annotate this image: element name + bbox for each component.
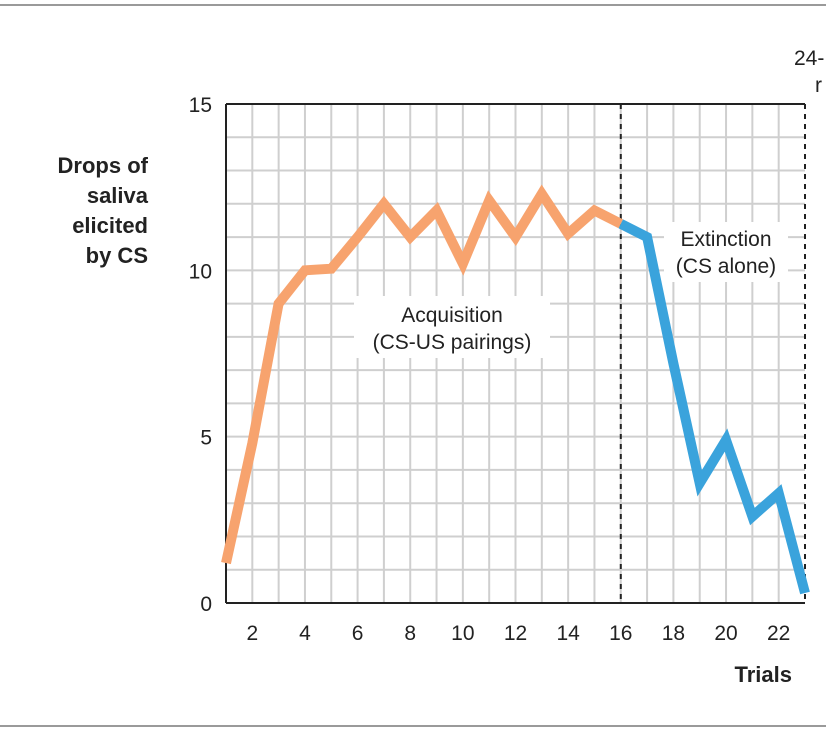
- y-tick-label: 15: [189, 94, 212, 117]
- x-tick-label: 16: [609, 622, 632, 645]
- x-tick-label: 6: [352, 622, 364, 645]
- top-right-label-bg: [790, 42, 826, 100]
- y-tick-label: 5: [200, 427, 212, 450]
- x-tick-label: 20: [714, 622, 737, 645]
- acquisition-label-bg: [354, 296, 550, 358]
- y-tick-labels: 0 5 10 15: [189, 94, 212, 616]
- y-axis-title-line-2: saliva: [87, 183, 149, 208]
- acquisition-sublabel: (CS-US pairings): [373, 331, 532, 354]
- extinction-label: Extinction: [680, 228, 771, 251]
- top-right-partial-annotation: 24- r: [794, 47, 824, 97]
- extinction-label-bg: [664, 222, 788, 282]
- top-right-partial-label: 24-: [794, 47, 824, 70]
- y-tick-label: 10: [189, 260, 212, 283]
- series-lines: [221, 184, 810, 595]
- x-tick-label: 18: [662, 622, 685, 645]
- y-axis-title-line-3: elicited: [72, 213, 148, 238]
- x-tick-label: 22: [767, 622, 790, 645]
- acquisition-annotation: Acquisition (CS-US pairings): [373, 304, 532, 354]
- y-tick-label: 0: [200, 593, 212, 616]
- extinction-annotation: Extinction (CS alone): [676, 228, 776, 278]
- series-line-2: [618, 219, 810, 595]
- acquisition-label: Acquisition: [401, 304, 503, 327]
- axes-frame: [225, 103, 805, 604]
- series-line-1: [221, 184, 624, 565]
- x-tick-label: 2: [246, 622, 258, 645]
- top-right-partial-sublabel: r: [815, 74, 822, 97]
- x-tick-label: 10: [451, 622, 474, 645]
- y-axis-title-line-4: by CS: [86, 243, 148, 268]
- y-axis-title-line-1: Drops of: [58, 153, 149, 178]
- x-tick-label: 4: [299, 622, 311, 645]
- x-tick-label: 14: [556, 622, 580, 645]
- x-axis-title: Trials: [735, 662, 792, 687]
- extinction-sublabel: (CS alone): [676, 255, 776, 278]
- x-tick-labels: 2 4 6 8 10 12 14 16 18 20 22: [246, 622, 790, 645]
- phase-dividers: [619, 104, 806, 603]
- y-axis-title: Drops of saliva elicited by CS: [58, 153, 149, 268]
- x-tick-label: 12: [504, 622, 527, 645]
- x-tick-label: 8: [404, 622, 416, 645]
- annotation-backgrounds: [354, 42, 826, 358]
